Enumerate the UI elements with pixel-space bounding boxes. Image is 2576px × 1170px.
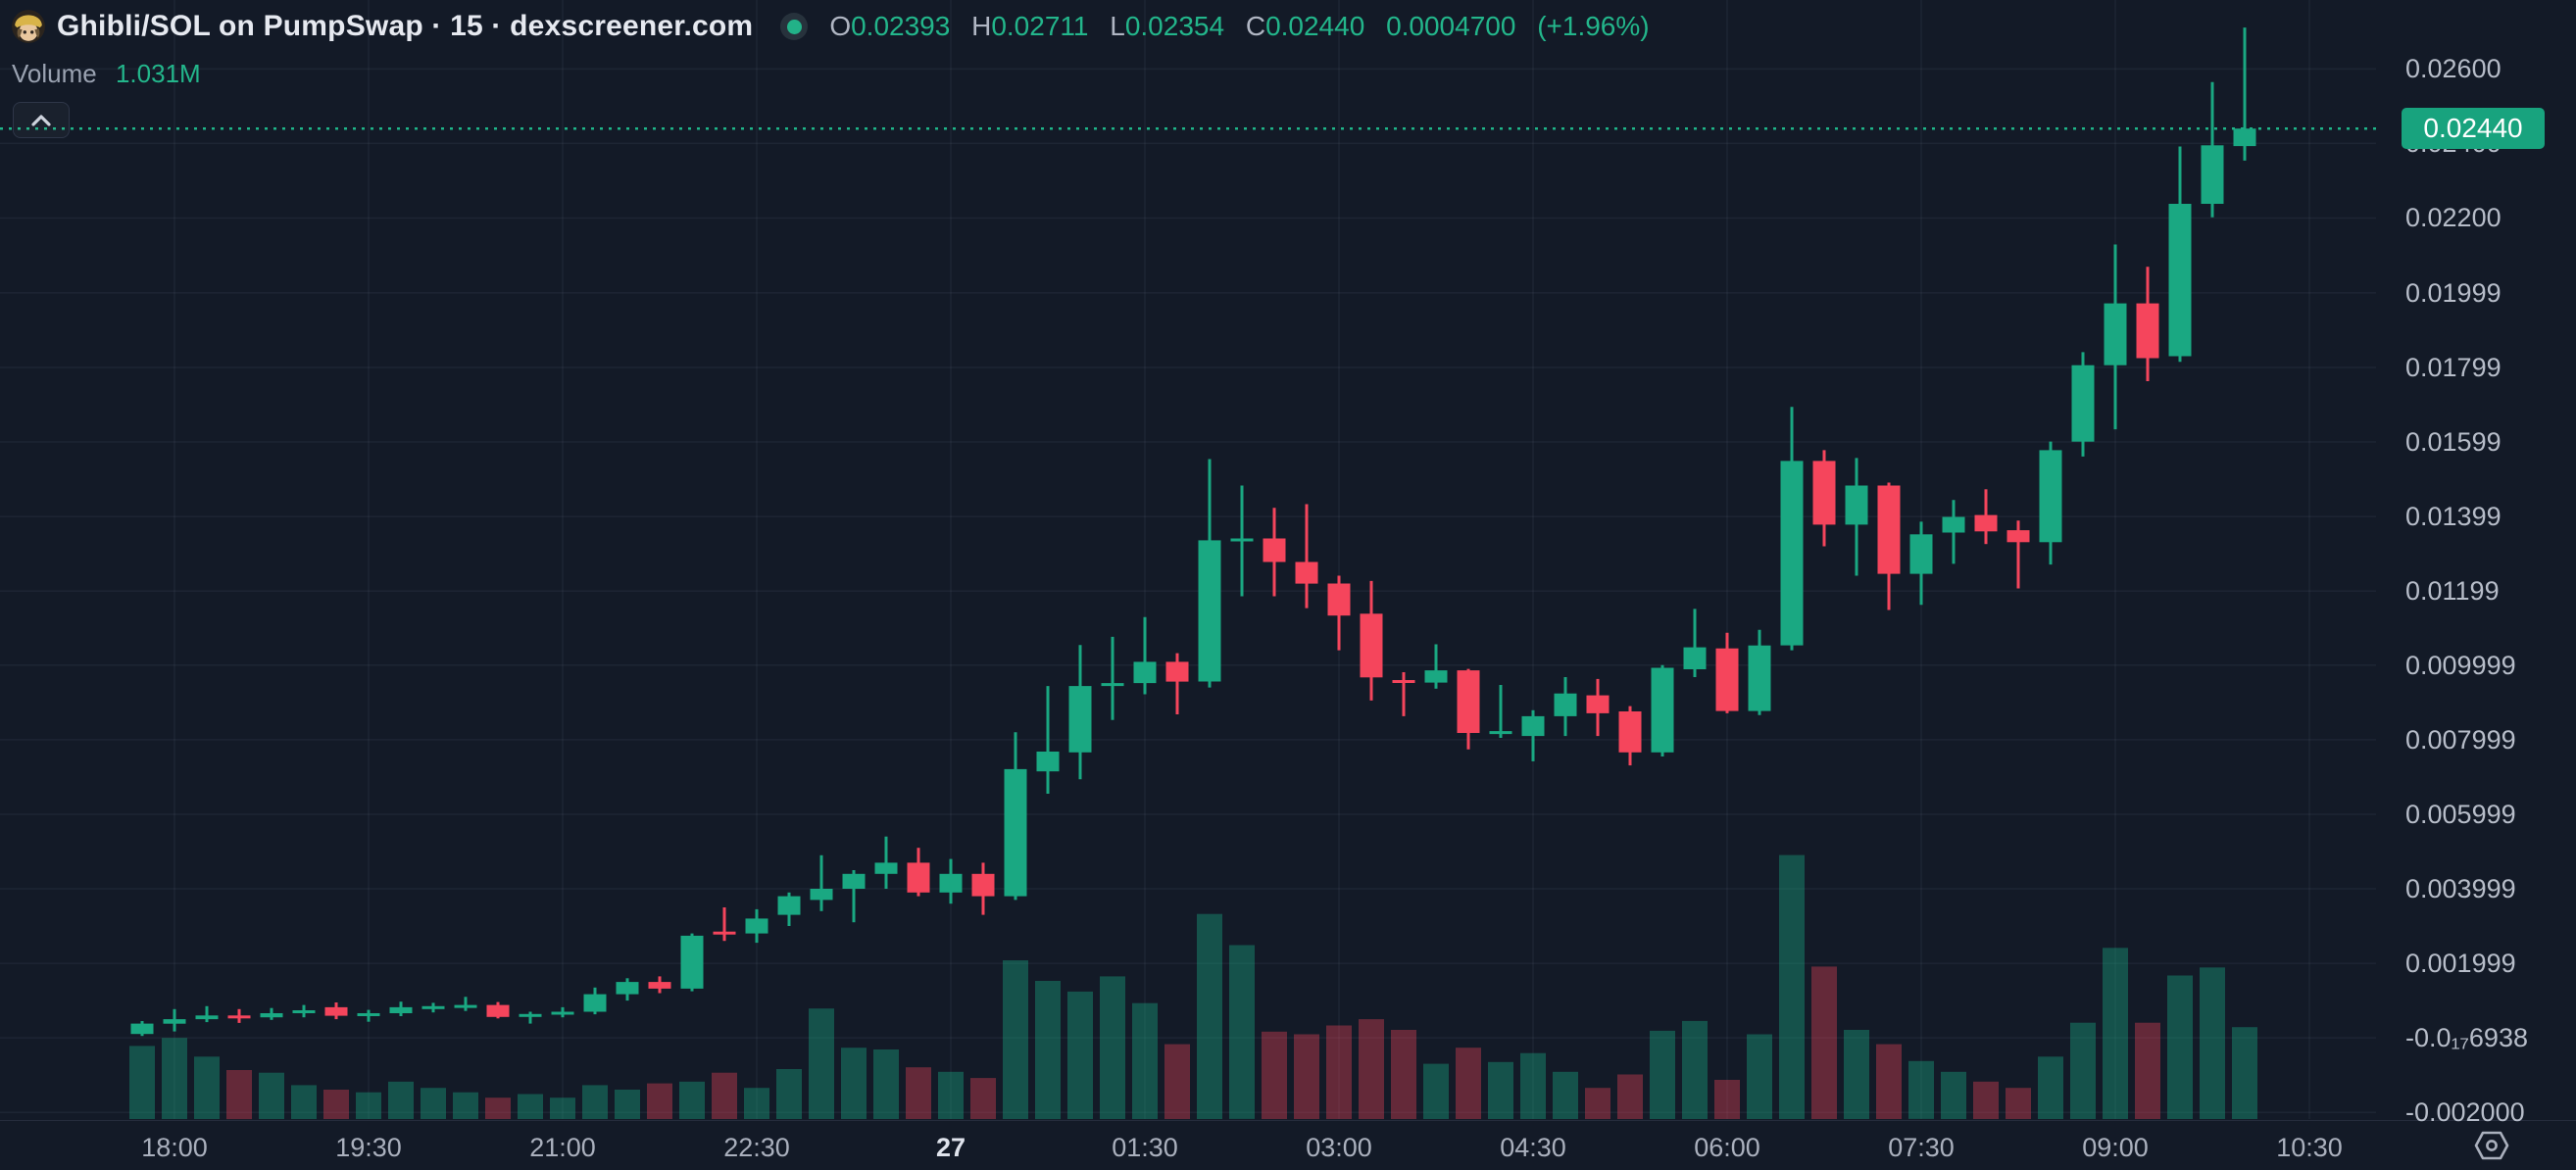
price-axis-label: -0.0₁₇6938 [2405,1023,2528,1052]
volume-value: 1.031M [115,59,201,88]
price-axis-label: 0.01799 [2405,353,2502,382]
high-value: 0.02711 [991,11,1089,41]
price-axis-label: 0.01999 [2405,278,2502,308]
price-axis-label: 0.001999 [2405,949,2516,978]
volume-label: Volume [12,59,97,88]
time-axis-label: 03:00 [1306,1133,1372,1162]
open-label: O [829,11,852,41]
time-axis-label: 21:00 [529,1133,596,1162]
price-axis-label: 0.01199 [2405,576,2500,606]
time-axis-label: 01:30 [1112,1133,1178,1162]
price-axis-label: 0.01599 [2405,427,2502,457]
low-label: L [1110,11,1125,41]
time-axis-label: 18:00 [141,1133,208,1162]
close-value: 0.02440 [1265,11,1365,41]
volume-legend: Volume 1.031M [12,59,1650,89]
collapse-pane-button[interactable] [13,102,70,138]
price-axis-label: 0.003999 [2405,874,2516,903]
pair-title: Ghibli/SOL on PumpSwap · 15 · dexscreene… [57,10,754,42]
price-axis-label: 0.02200 [2405,203,2502,232]
price-axis-label: -0.002000 [2405,1097,2525,1127]
price-axis-label: 0.009999 [2405,651,2516,680]
time-axis[interactable]: 18:00 19:30 21:00 22:30 27 01:30 03:00 04:30 06:… [0,1120,2576,1170]
time-axis-label: 10:30 [2276,1133,2343,1162]
low-value: 0.02354 [1124,11,1225,41]
chevron-up-icon [31,114,51,126]
close-label: C [1245,11,1266,41]
time-axis-label: 06:00 [1694,1133,1760,1162]
price-axis-label: 0.01399 [2405,502,2502,531]
live-status-icon [780,13,809,40]
settings-icon[interactable] [2472,1129,2511,1162]
change-percent: (+1.96%) [1537,11,1650,41]
ohlc-legend: O0.02393 H0.02711 L0.02354 C0.02440 0.00… [829,11,1649,42]
open-value: 0.02393 [851,11,951,41]
change-absolute: 0.0004700 [1386,11,1516,41]
price-axis-label: 0.007999 [2405,725,2516,755]
time-axis-label: 07:30 [1888,1133,1955,1162]
hexagon-gear-icon [2474,1131,2509,1160]
time-axis-label: 09:00 [2082,1133,2149,1162]
price-axis-label: 0.005999 [2405,800,2516,829]
high-label: H [971,11,992,41]
current-price-tag: 0.02440 [2402,108,2545,149]
token-avatar-icon [12,10,45,43]
chart-header: Ghibli/SOL on PumpSwap · 15 · dexscreene… [12,8,1650,89]
price-axis-label: 0.02600 [2405,54,2502,83]
time-axis-label: 19:30 [335,1133,402,1162]
time-axis-label: 22:30 [723,1133,790,1162]
time-axis-label: 27 [935,1133,966,1162]
price-axis[interactable]: 0.02440 0.026000.024000.022000.019990.01… [2376,0,2576,1127]
time-axis-label: 04:30 [1500,1133,1566,1162]
